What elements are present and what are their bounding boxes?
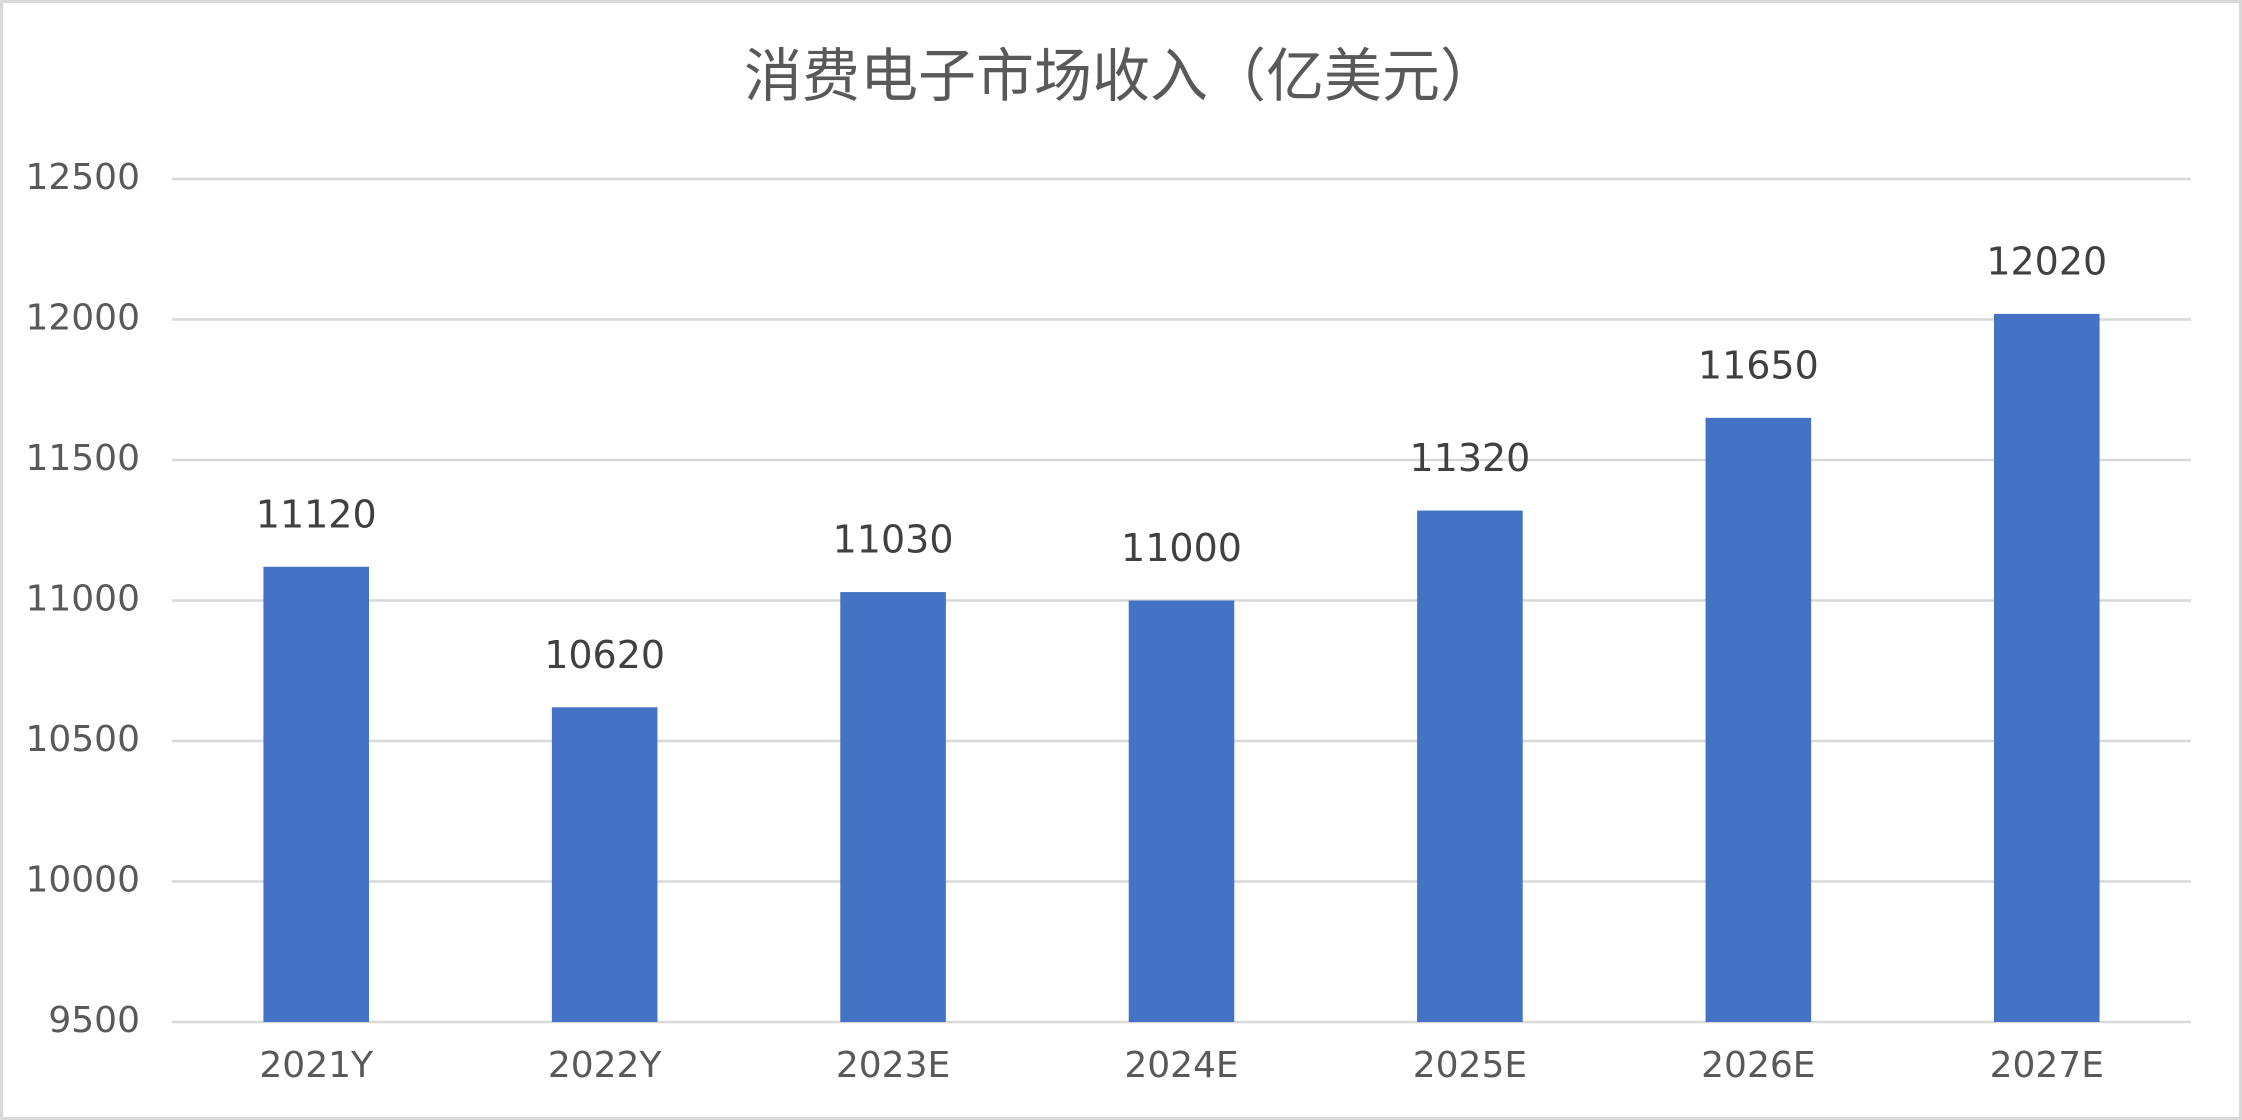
data-label: 11320: [1409, 436, 1530, 480]
x-tick-label: 2025E: [1413, 1045, 1527, 1086]
data-label: 11650: [1698, 343, 1819, 387]
y-tick-label: 11000: [25, 579, 140, 620]
bar: [840, 592, 946, 1022]
data-label: 11030: [833, 518, 954, 562]
y-tick-label: 9500: [48, 1000, 140, 1041]
bar: [551, 707, 658, 1022]
bar: [1994, 313, 2100, 1022]
data-label: 11000: [1121, 526, 1242, 570]
data-label: 12020: [1986, 239, 2107, 283]
bar: [1705, 417, 1812, 1023]
y-tick-label: 10000: [25, 860, 140, 901]
chart-title: 消费电子市场收入（亿美元）: [744, 42, 1498, 110]
data-label: 10620: [544, 633, 665, 677]
data-label: 11120: [256, 492, 377, 536]
x-tick-label: 2021Y: [259, 1045, 374, 1086]
x-tick-label: 2023E: [836, 1045, 950, 1086]
bar: [1417, 510, 1523, 1022]
bar: [263, 566, 369, 1022]
y-tick-label: 12500: [25, 157, 140, 198]
x-tick-label: 2026E: [1701, 1045, 1815, 1086]
y-tick-label: 10500: [25, 719, 140, 760]
x-tick-label: 2022Y: [548, 1045, 663, 1086]
bar: [1128, 600, 1235, 1022]
y-tick-label: 12000: [25, 298, 140, 339]
x-tick-label: 2027E: [1990, 1045, 2104, 1086]
x-tick-label: 2024E: [1124, 1045, 1238, 1086]
y-tick-label: 11500: [25, 438, 140, 479]
